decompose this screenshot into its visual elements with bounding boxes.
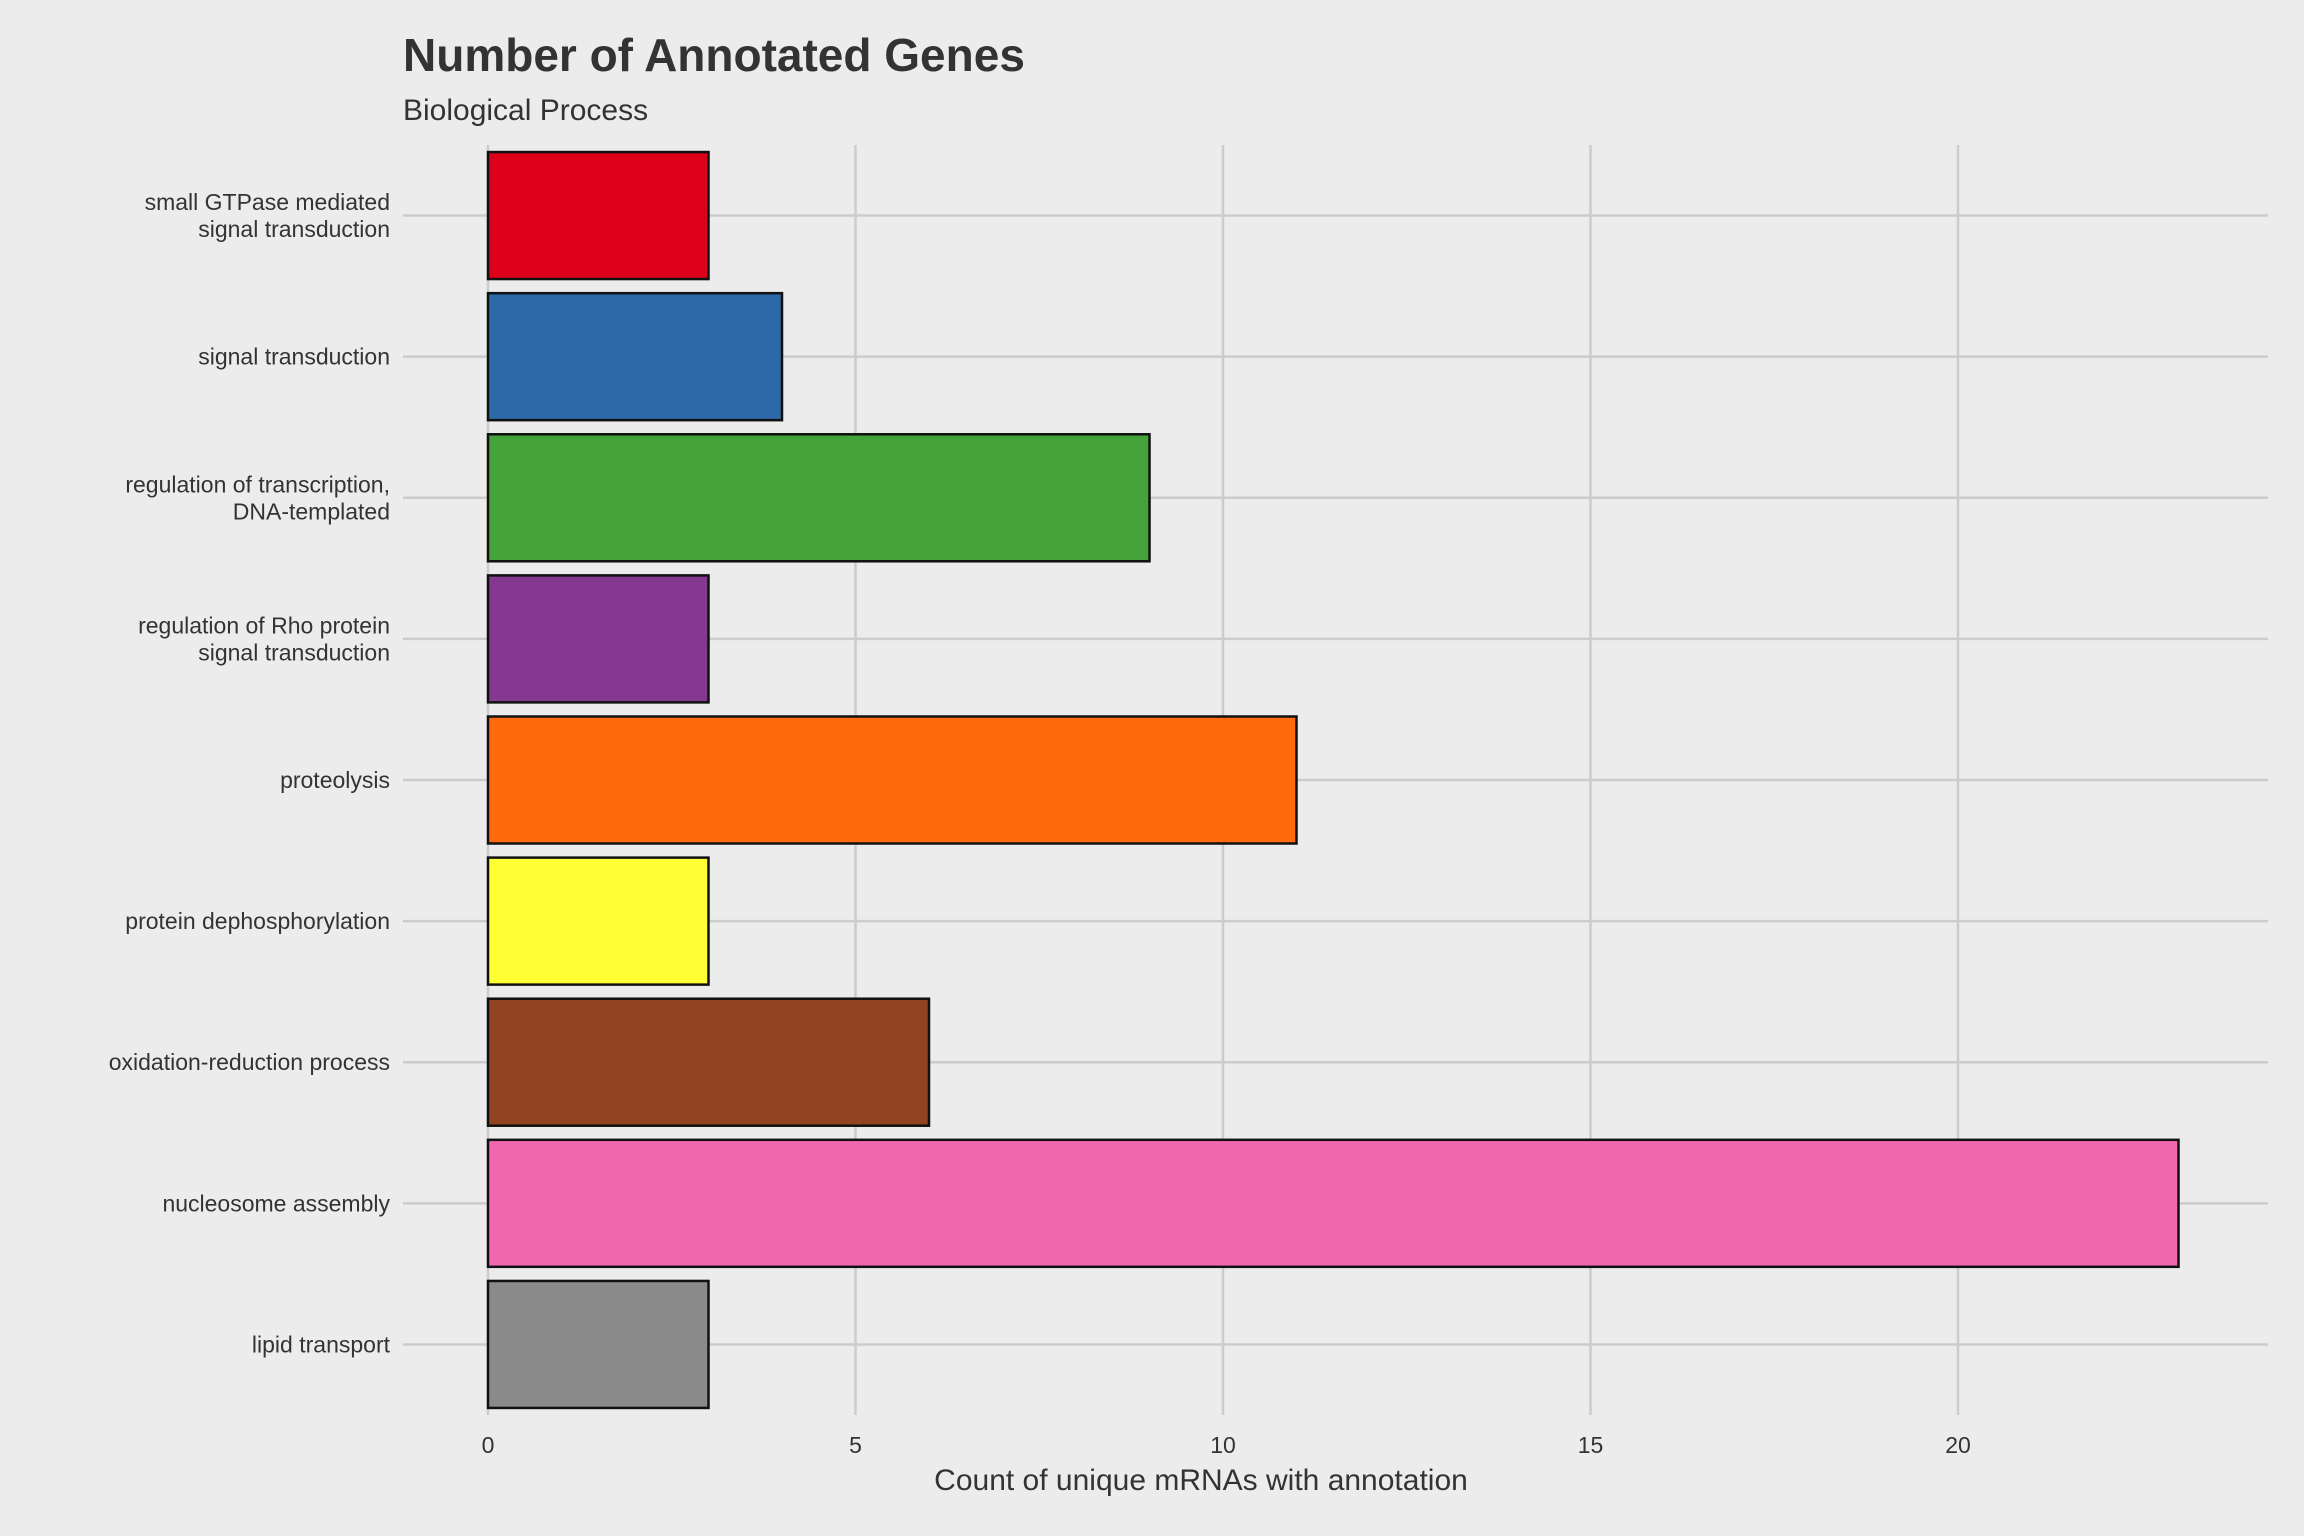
bar xyxy=(486,715,1298,845)
bar xyxy=(486,433,1151,563)
category-label: regulation of transcription, DNA-template… xyxy=(125,471,390,524)
bar xyxy=(486,1138,2180,1269)
category-label: signal transduction xyxy=(198,344,390,370)
chart-subtitle: Biological Process xyxy=(403,94,649,127)
category-labels: small GTPase mediated signal transduction… xyxy=(109,189,391,1357)
bar xyxy=(486,291,784,422)
x-tick-label: 20 xyxy=(1945,1432,1971,1458)
chart-title: Number of Annotated Genes xyxy=(403,29,1025,81)
x-tick-label: 0 xyxy=(482,1432,495,1458)
x-axis-title: Count of unique mRNAs with annotation xyxy=(934,1464,1468,1497)
bar xyxy=(486,150,710,281)
category-label: oxidation-reduction process xyxy=(109,1049,390,1075)
x-tick-label: 10 xyxy=(1210,1432,1236,1458)
x-tick-label: 5 xyxy=(849,1432,862,1458)
bars xyxy=(486,150,2180,1410)
category-label: regulation of Rho protein signal transduc… xyxy=(138,612,390,665)
bar xyxy=(486,856,710,986)
x-tick-labels: 0 5 10 15 20 xyxy=(482,1432,1971,1458)
category-label: small GTPase mediated signal transduction xyxy=(145,189,390,242)
category-label: protein dephosphorylation xyxy=(125,908,390,934)
bar xyxy=(486,1279,710,1410)
x-tick-label: 15 xyxy=(1578,1432,1604,1458)
category-label: proteolysis xyxy=(280,767,390,793)
bar xyxy=(486,574,710,704)
bar xyxy=(486,997,931,1127)
category-label: lipid transport xyxy=(252,1331,391,1357)
category-label: nucleosome assembly xyxy=(162,1190,390,1216)
